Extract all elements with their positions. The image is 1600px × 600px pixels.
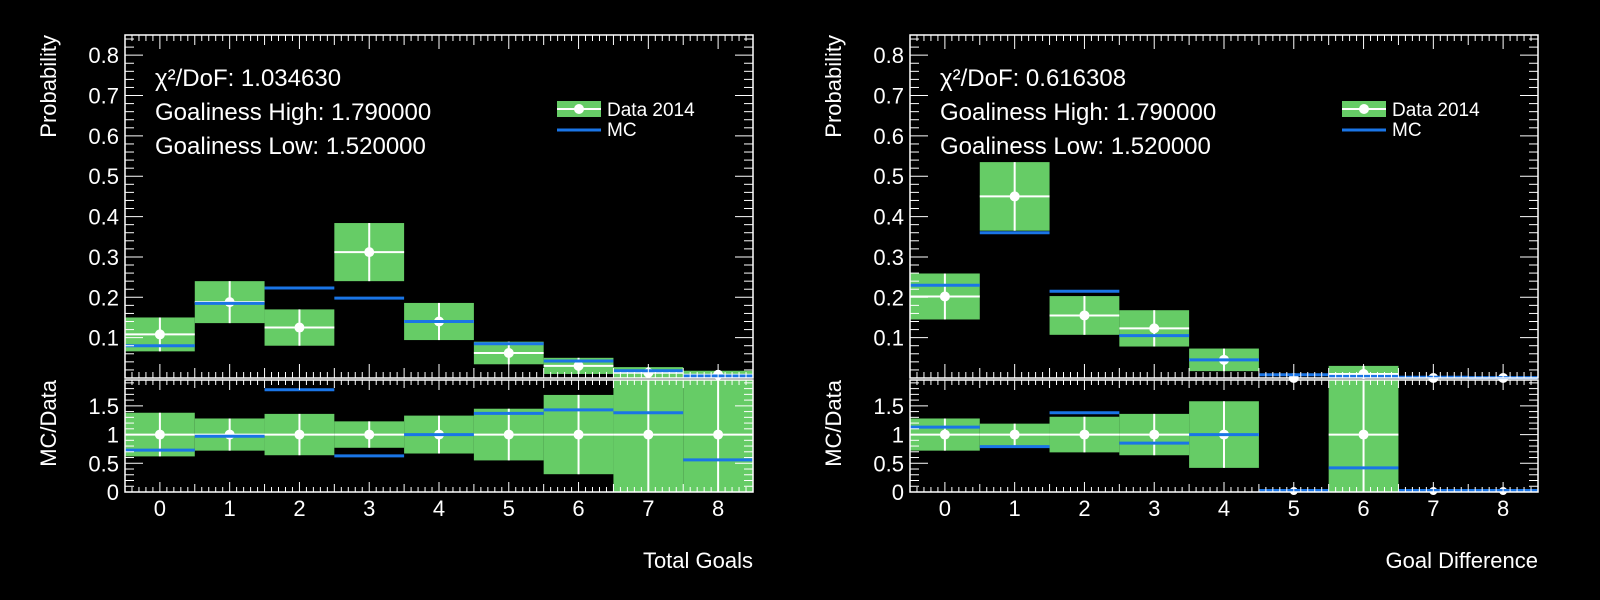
left-chart-panel: 0.1 0.2 0.3 0.4 0.5 0.6 0.7 0.8 0 0.5 1 1.5 0 1 2 3 4 5 6 7… (36, 34, 754, 573)
x-tick-label: 4 (1218, 496, 1230, 521)
data-point (939, 291, 950, 302)
x-tick-label: 7 (642, 496, 654, 521)
stats-line: χ²/DoF: 0.616308 (940, 65, 1126, 92)
x-tick-label: 8 (712, 496, 724, 521)
x-tick-label: 3 (363, 496, 375, 521)
data-point (154, 329, 165, 340)
y-tick-label: 0.1 (88, 326, 119, 351)
ratio-point (364, 429, 375, 440)
y-tick-label: 0.6 (873, 124, 904, 149)
ratio-point (503, 429, 514, 440)
ratio-point (224, 429, 235, 440)
legend-data-label: Data 2014 (1392, 100, 1480, 121)
x-tick-label: 5 (503, 496, 515, 521)
data-point (1149, 323, 1160, 334)
x-tick-label: 0 (154, 496, 166, 521)
y-tick-label: 0.5 (873, 164, 904, 189)
ratio-point (1079, 429, 1090, 440)
y-tick-label: 0.8 (88, 43, 119, 68)
legend-mc-label: MC (1392, 120, 1422, 141)
ratio-y-tick-label: 1 (892, 423, 904, 448)
y-tick-label: 0.4 (88, 205, 119, 230)
x-tick-label: 5 (1288, 496, 1300, 521)
y-tick-label: 0.2 (88, 285, 119, 310)
data-point (1079, 310, 1090, 321)
x-tick-label: 7 (1427, 496, 1439, 521)
ratio-y-tick-label: 1.5 (88, 394, 119, 419)
x-tick-label: 6 (572, 496, 584, 521)
x-tick-label: 6 (1357, 496, 1369, 521)
x-tick-label: 4 (433, 496, 445, 521)
ratio-y-tick-label: 0 (107, 480, 119, 505)
x-axis-title: Goal Difference (1386, 548, 1538, 573)
x-tick-label: 2 (293, 496, 305, 521)
y-tick-label: 0.5 (88, 164, 119, 189)
ratio-point (1358, 429, 1369, 440)
y-tick-label: 0.3 (88, 245, 119, 270)
y-tick-label: 0.4 (873, 205, 904, 230)
ratio-point (643, 429, 654, 440)
y-axis-title: Probability (36, 35, 61, 138)
data-point (503, 347, 514, 358)
x-tick-label: 8 (1497, 496, 1509, 521)
ratio-point (939, 429, 950, 440)
legend-data-label: Data 2014 (607, 100, 695, 121)
ratio-y-axis-title: MC/Data (821, 379, 846, 467)
ratio-point (1009, 429, 1020, 440)
ratio-y-tick-label: 1 (107, 423, 119, 448)
y-tick-label: 0.8 (873, 43, 904, 68)
y-axis-title: Probability (821, 35, 846, 138)
ratio-point (154, 429, 165, 440)
y-tick-label: 0.7 (873, 84, 904, 109)
y-tick-label: 0.6 (88, 124, 119, 149)
ratio-y-tick-label: 0.5 (873, 451, 904, 476)
ratio-point (1149, 429, 1160, 440)
stats-line: χ²/DoF: 1.034630 (155, 65, 341, 92)
ratio-y-tick-label: 1.5 (873, 394, 904, 419)
stats-line: Goaliness Low: 1.520000 (940, 133, 1211, 160)
x-tick-label: 3 (1148, 496, 1160, 521)
right-chart-panel: 0.1 0.2 0.3 0.4 0.5 0.6 0.7 0.8 0 0.5 1 1.5 0 1 2 3 4 5 6 7… (821, 34, 1539, 573)
stats-line: Goaliness High: 1.790000 (940, 99, 1216, 126)
ratio-y-axis-title: MC/Data (36, 379, 61, 467)
ratio-point (573, 429, 584, 440)
ratio-point (294, 429, 305, 440)
ratio-y-tick-label: 0 (892, 480, 904, 505)
y-tick-label: 0.2 (873, 285, 904, 310)
stats-line: Goaliness High: 1.790000 (155, 99, 431, 126)
ratio-y-tick-label: 0.5 (88, 451, 119, 476)
x-tick-label: 2 (1078, 496, 1090, 521)
data-point (1009, 191, 1020, 202)
y-tick-label: 0.7 (88, 84, 119, 109)
stats-line: Goaliness Low: 1.520000 (155, 133, 426, 160)
x-axis-title: Total Goals (643, 548, 753, 573)
x-tick-label: 1 (224, 496, 236, 521)
legend-mc-label: MC (607, 120, 637, 141)
legend-data-marker (1359, 104, 1369, 114)
data-point (364, 247, 375, 258)
y-tick-label: 0.1 (873, 326, 904, 351)
ratio-point (713, 429, 724, 440)
data-point (294, 322, 305, 333)
x-tick-label: 1 (1009, 496, 1021, 521)
x-tick-label: 0 (939, 496, 951, 521)
legend-data-marker (574, 104, 584, 114)
y-tick-label: 0.3 (873, 245, 904, 270)
